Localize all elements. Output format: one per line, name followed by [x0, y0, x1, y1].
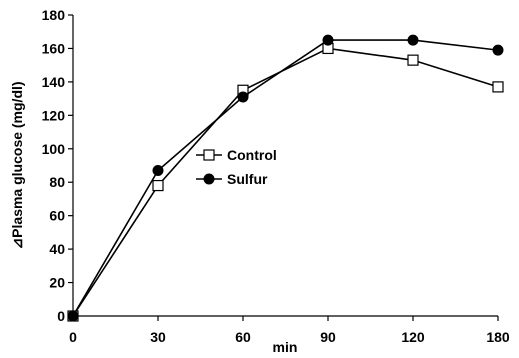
legend: Control Sulfur	[196, 147, 277, 187]
y-tick-label: 20	[49, 275, 65, 291]
y-axis-title: ⊿Plasma glucose (mg/dl)	[9, 81, 25, 249]
y-tick-label: 120	[42, 107, 66, 123]
data-point-sulfur	[322, 34, 334, 46]
y-tick-label: 100	[42, 141, 66, 157]
series-layer	[67, 34, 504, 322]
legend-label: Control	[227, 147, 277, 163]
data-point-sulfur	[67, 310, 79, 322]
y-tick-label: 140	[42, 74, 66, 90]
x-axis-title: min	[273, 339, 298, 355]
series-line-control	[72, 47, 499, 317]
series-control	[67, 42, 504, 322]
legend-marker-filled-circle	[203, 173, 215, 185]
data-point-control	[407, 54, 419, 66]
x-tick-label: 30	[150, 329, 166, 345]
legend-item-control: Control	[196, 147, 277, 163]
data-point-sulfur	[152, 165, 164, 177]
y-tick-label: 40	[49, 241, 65, 257]
axes: 0 20 40 60 80 100 120 140 160 180 0 30 60 90 120 180	[42, 7, 510, 345]
legend-label: Sulfur	[227, 171, 268, 187]
data-point-control	[152, 179, 164, 192]
legend-item-sulfur: Sulfur	[196, 171, 268, 187]
data-point-sulfur	[407, 34, 419, 46]
series-sulfur	[67, 34, 504, 322]
x-tick-label: 120	[401, 329, 425, 345]
data-point-control	[492, 81, 504, 93]
x-tick-label: 90	[320, 329, 336, 345]
x-tick-label: 60	[235, 329, 251, 345]
series-line-sulfur	[72, 39, 499, 317]
data-point-sulfur	[492, 44, 504, 56]
x-tick-label: 0	[69, 329, 77, 345]
y-tick-label: 80	[49, 174, 65, 190]
legend-marker-open-square	[203, 149, 215, 161]
data-point-sulfur	[237, 91, 249, 103]
y-tick-label: 160	[42, 40, 66, 56]
y-tick-label: 180	[42, 7, 66, 23]
y-tick-label: 0	[57, 308, 65, 324]
x-tick-label: 180	[486, 329, 510, 345]
y-tick-label: 60	[49, 208, 65, 224]
